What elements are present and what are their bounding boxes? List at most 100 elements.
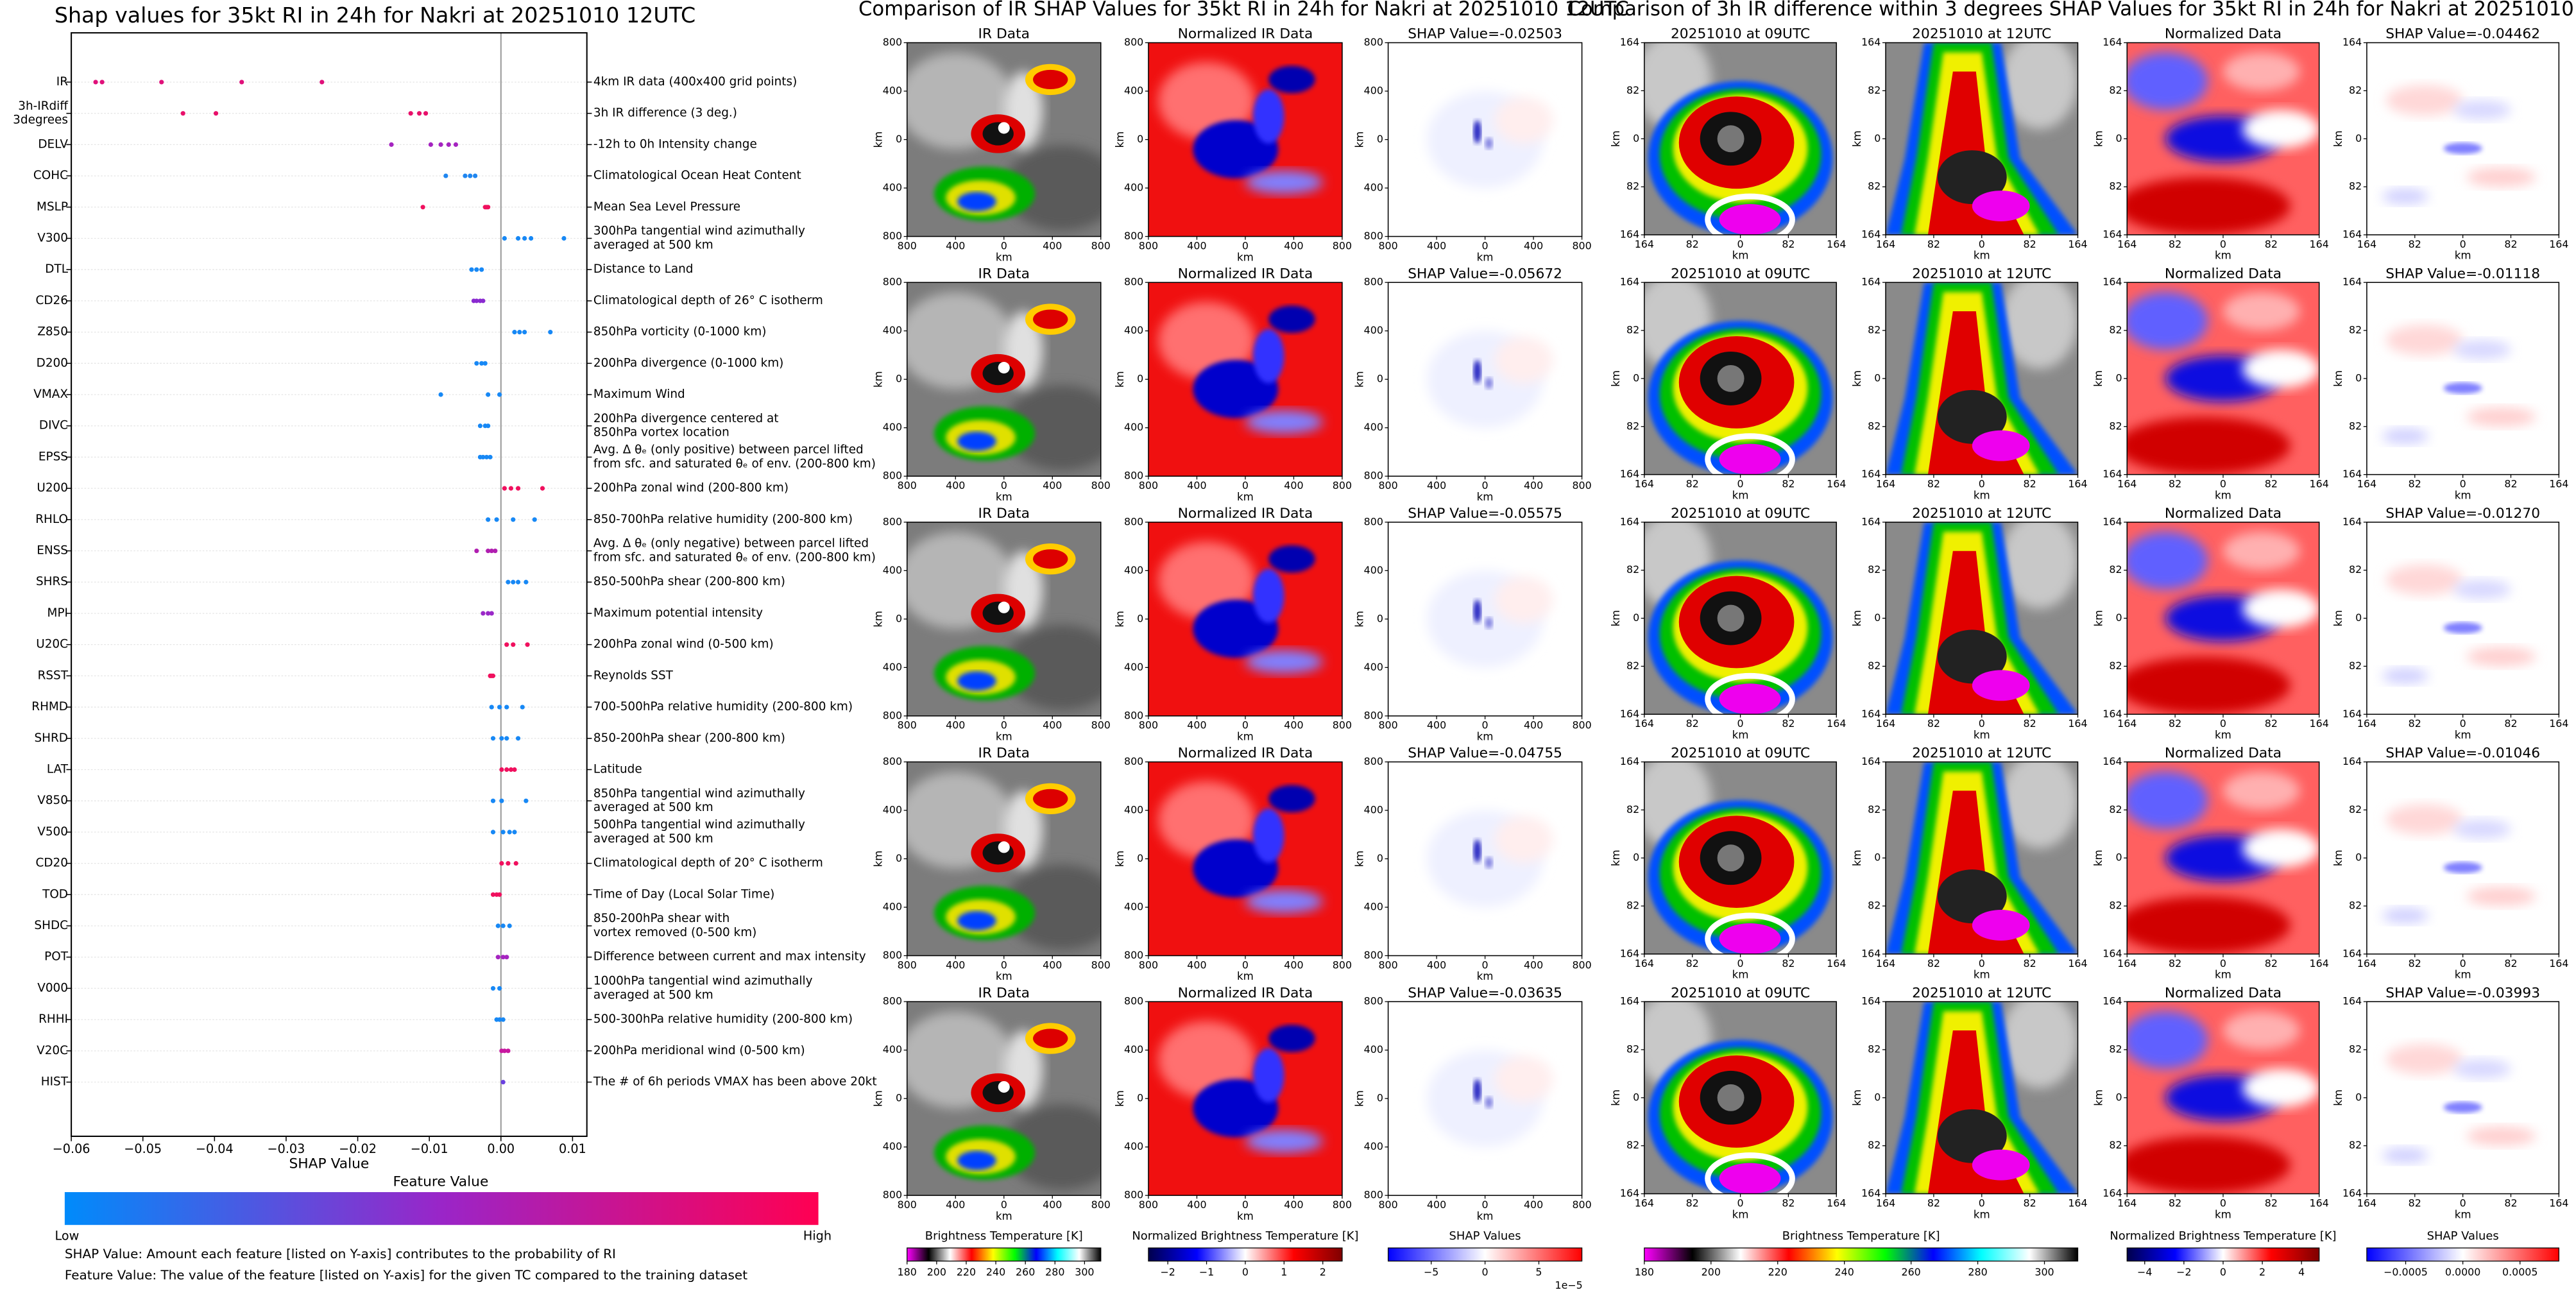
feature-description: Mean Sea Level Pressure [593, 200, 740, 214]
feature-label: RHMD [31, 700, 68, 713]
y-tick-label: 82 [2109, 900, 2122, 912]
x-tick-label: 82 [2504, 957, 2517, 969]
feature-description-line: 300hPa tangential wind azimuthally [593, 225, 805, 238]
y-tick-label: 800 [883, 276, 902, 288]
x-tick-label: 800 [1572, 479, 1591, 491]
panel-title: SHAP Value=-0.03635 [1408, 985, 1562, 1001]
colorbar [2366, 1247, 2559, 1262]
feature-label: IR [56, 75, 68, 89]
y-tick-label: 400 [1124, 803, 1143, 815]
colorbar-tick-label: 5 [1535, 1266, 1542, 1278]
feature-description-line: averaged at 500 km [593, 988, 713, 1002]
y-tick-label: 164 [2103, 515, 2122, 527]
x-tick-label: −0.01 [411, 1141, 448, 1156]
colorbar-tick-label: 2 [2259, 1266, 2265, 1278]
panel-image [1886, 273, 2077, 474]
x-tick-label: 0.01 [559, 1141, 586, 1156]
panel-title: Normalized IR Data [1178, 266, 1313, 282]
y-tick-label: 0 [1874, 611, 1881, 624]
feature-description: 850-700hPa relative humidity (200-800 km… [593, 513, 853, 526]
shap-point [512, 330, 517, 335]
panel-image [1635, 753, 1836, 962]
x-tick-label: 82 [1927, 477, 1940, 490]
y-tick-label: 400 [1124, 564, 1143, 576]
feature-label: SHDC [34, 919, 68, 932]
y-tick-label: 82 [2349, 900, 2362, 912]
y-tick-label: 164 [2103, 1187, 2122, 1199]
y-axis-label: km [2092, 849, 2104, 866]
shap-point [515, 235, 521, 241]
y-tick-label: 800 [1124, 230, 1143, 242]
y-axis-label: km [1610, 849, 1622, 866]
y-tick-label: 0 [2355, 851, 2362, 864]
x-tick-label: 800 [1139, 1199, 1158, 1211]
shap-point [511, 579, 516, 585]
y-axis-label: km [873, 851, 885, 867]
feature-description: Climatological depth of 20° C isotherm [593, 857, 823, 870]
panel-image [1886, 992, 2077, 1193]
colorbar-tick-label: 0.0000 [2445, 1266, 2481, 1278]
x-axis-label: km [1732, 489, 1749, 501]
x-tick-label: 0 [2460, 238, 2466, 250]
y-axis-label: km [1114, 851, 1126, 867]
x-tick-label: 0 [1737, 1197, 1744, 1209]
x-tick-label: 82 [1782, 957, 1795, 969]
shap-point [463, 173, 468, 178]
x-tick-label: 400 [1284, 959, 1303, 971]
feature-description: 700-500hPa relative humidity (200-800 km… [593, 700, 853, 713]
x-tick-label: 0 [1001, 719, 1007, 731]
y-tick-label: 82 [1868, 1139, 1881, 1151]
y-tick-label: 0 [1874, 371, 1881, 384]
feature-label: HIST [41, 1075, 69, 1089]
shap-point [497, 986, 502, 991]
y-tick-label: 82 [1626, 84, 1639, 96]
y-tick-label: 164 [1861, 708, 1881, 720]
x-axis-label: km [1477, 491, 1494, 503]
y-tick-label: 0 [2115, 851, 2122, 864]
colorbar [2126, 1247, 2320, 1262]
x-tick-label: 400 [1427, 479, 1446, 491]
y-axis-label: km [1354, 1090, 1366, 1107]
x-tick-label: 82 [2265, 238, 2278, 250]
x-tick-label: 164 [1876, 477, 1895, 490]
y-tick-label: 82 [2109, 563, 2122, 576]
x-tick-label: 82 [2409, 957, 2421, 969]
colorbar-low: Low [55, 1229, 80, 1243]
x-axis-label: km [2455, 729, 2471, 741]
x-tick-label: 800 [1333, 959, 1352, 971]
y-axis-label: km [2332, 849, 2344, 866]
x-tick-label: 0 [2220, 957, 2226, 969]
colorbar-tick-label: −5 [1424, 1266, 1438, 1278]
y-tick-label: 400 [1364, 900, 1383, 912]
x-tick-label: 164 [2068, 238, 2087, 250]
x-tick-label: 82 [1782, 238, 1795, 250]
y-tick-label: 164 [1620, 995, 1639, 1007]
feature-label: COHC [33, 169, 68, 182]
x-tick-label: 800 [1091, 719, 1111, 731]
x-tick-label: 82 [1782, 717, 1795, 730]
y-tick-label: 164 [2342, 515, 2362, 527]
x-tick-label: −0.05 [124, 1141, 162, 1156]
x-axis-label: km [996, 1210, 1012, 1222]
y-tick-label: 800 [1124, 470, 1143, 482]
colorbar-tick-label: 240 [986, 1266, 1005, 1278]
x-tick-label: 164 [2549, 957, 2568, 969]
feature-label: V20C [37, 1044, 68, 1057]
y-axis-label: km [873, 611, 885, 627]
y-tick-label: 82 [2109, 660, 2122, 672]
feature-label: SHRD [34, 731, 68, 745]
panel-title: SHAP Value=-0.01270 [2385, 506, 2540, 522]
x-tick-label: 800 [898, 1199, 917, 1211]
panel-title: 20251010 at 12UTC [1912, 506, 2051, 522]
x-axis-label: km [1974, 489, 1990, 501]
shap-point [473, 173, 478, 178]
y-tick-label: 400 [1124, 661, 1143, 673]
x-tick-label: 400 [1524, 719, 1543, 731]
shap-point [511, 517, 516, 522]
y-tick-label: 400 [883, 1140, 902, 1152]
x-tick-label: 800 [1572, 1199, 1591, 1211]
y-tick-label: 400 [1124, 900, 1143, 912]
colorbar-tick-label: 2 [1320, 1266, 1326, 1278]
x-tick-label: 164 [2310, 238, 2329, 250]
feature-description: Climatological depth of 26° C isotherm [593, 294, 823, 307]
